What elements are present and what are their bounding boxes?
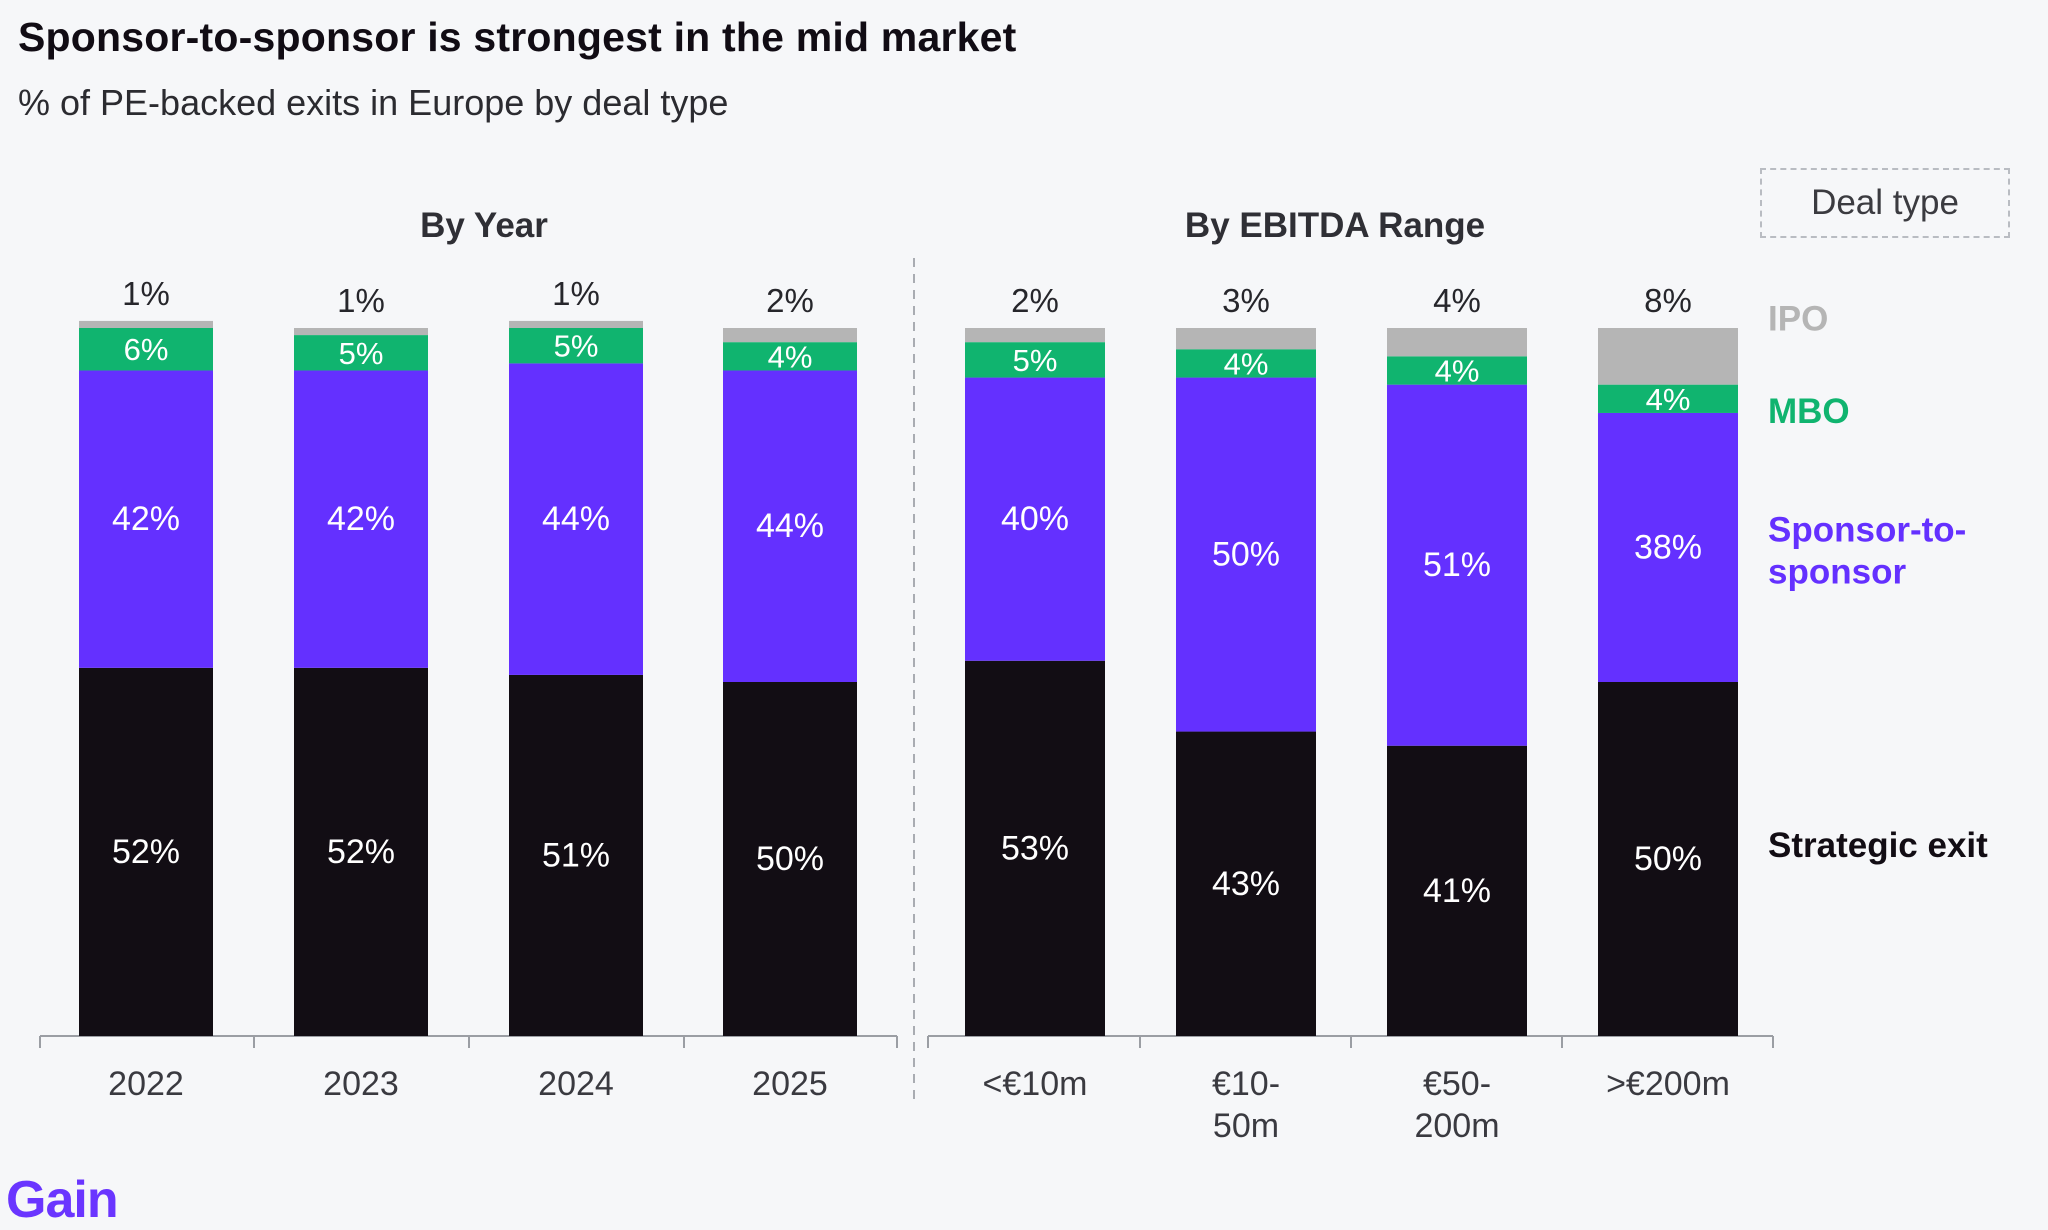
bar-segment — [294, 335, 428, 371]
data-label: 41% — [1423, 872, 1491, 910]
bar-segment — [509, 320, 643, 328]
bar-segment — [723, 328, 857, 343]
bar-segment — [1598, 328, 1738, 385]
data-label: 8% — [1644, 282, 1692, 319]
bar-segment — [1598, 412, 1738, 682]
data-label: 4% — [1433, 282, 1481, 319]
category-label: 2025 — [752, 1065, 828, 1103]
bar-segment — [965, 377, 1105, 661]
legend-label-strategic-exit: Strategic exit — [1768, 826, 1988, 865]
data-label: 42% — [112, 500, 180, 538]
data-label: 51% — [1423, 546, 1491, 584]
category-label: 50m — [1213, 1107, 1279, 1145]
data-label: 50% — [1634, 840, 1702, 878]
data-label: 4% — [1646, 382, 1691, 417]
data-label: 52% — [112, 833, 180, 871]
category-label: >€200m — [1606, 1065, 1730, 1103]
bar-segment — [723, 682, 857, 1036]
data-label: 50% — [1212, 536, 1280, 574]
data-label: 1% — [122, 275, 170, 312]
data-label: 43% — [1212, 865, 1280, 903]
bar-segment — [1387, 328, 1527, 357]
bar-segment — [1176, 731, 1316, 1036]
chart-title: Sponsor-to-sponsor is strongest in the m… — [18, 14, 1017, 60]
bar-segment — [79, 328, 213, 371]
data-label: 5% — [1013, 343, 1058, 378]
bar-segment — [294, 667, 428, 1036]
bar-segment — [965, 660, 1105, 1036]
bar-segment — [509, 674, 643, 1036]
data-label: 5% — [339, 336, 384, 371]
panel-title: By Year — [420, 206, 548, 245]
bar-segment — [1176, 349, 1316, 378]
bar-segment — [1176, 377, 1316, 732]
data-label: 4% — [768, 339, 813, 374]
data-label: 40% — [1001, 500, 1069, 538]
data-label: 42% — [327, 500, 395, 538]
bar-segment — [723, 342, 857, 371]
data-label: 51% — [542, 836, 610, 874]
category-label: 200m — [1414, 1107, 1499, 1145]
panel-title: By EBITDA Range — [1185, 206, 1485, 245]
legend-label-mbo: MBO — [1768, 392, 1850, 431]
data-label: 1% — [552, 275, 600, 312]
data-label: 50% — [756, 840, 824, 878]
data-label: 3% — [1222, 282, 1270, 319]
bar-segment — [965, 342, 1105, 378]
bar-segment — [294, 370, 428, 668]
bar-segment — [965, 328, 1105, 343]
bar-segment — [509, 328, 643, 364]
bar-segment — [1387, 745, 1527, 1036]
gain-logo: Gain — [6, 1171, 119, 1229]
bar-segment — [79, 667, 213, 1036]
data-label: 38% — [1634, 528, 1702, 566]
category-label: 2022 — [108, 1065, 184, 1103]
data-label: 53% — [1001, 829, 1069, 867]
data-label: 44% — [542, 500, 610, 538]
legend-label-sponsor-to-sponsor: sponsor — [1768, 552, 1906, 591]
bar-segment — [1598, 384, 1738, 413]
category-label: €50- — [1423, 1065, 1491, 1103]
data-label: 4% — [1224, 346, 1269, 381]
data-label: 4% — [1435, 353, 1480, 388]
bar-segment — [294, 328, 428, 336]
category-label: 2024 — [538, 1065, 614, 1103]
chart-subtitle: % of PE-backed exits in Europe by deal t… — [18, 82, 729, 123]
data-label: 6% — [124, 332, 169, 367]
legend-label-ipo: IPO — [1768, 299, 1828, 338]
bar-segment — [1387, 356, 1527, 385]
bar-segment — [723, 370, 857, 682]
category-label: <€10m — [983, 1065, 1088, 1103]
category-label: 2023 — [323, 1065, 399, 1103]
data-label: 5% — [554, 329, 599, 364]
data-label: 44% — [756, 507, 824, 545]
category-label: €10- — [1212, 1065, 1280, 1103]
bar-segment — [79, 370, 213, 668]
bar-segment — [79, 320, 213, 328]
data-label: 52% — [327, 833, 395, 871]
bar-segment — [509, 363, 643, 675]
legend-title: Deal type — [1760, 168, 2010, 238]
legend-label-sponsor-to-sponsor: Sponsor-to- — [1768, 510, 1966, 549]
data-label: 1% — [337, 282, 385, 319]
data-label: 2% — [766, 282, 814, 319]
bar-segment — [1176, 328, 1316, 350]
bar-segment — [1598, 682, 1738, 1036]
bar-segment — [1387, 384, 1527, 746]
data-label: 2% — [1011, 282, 1059, 319]
